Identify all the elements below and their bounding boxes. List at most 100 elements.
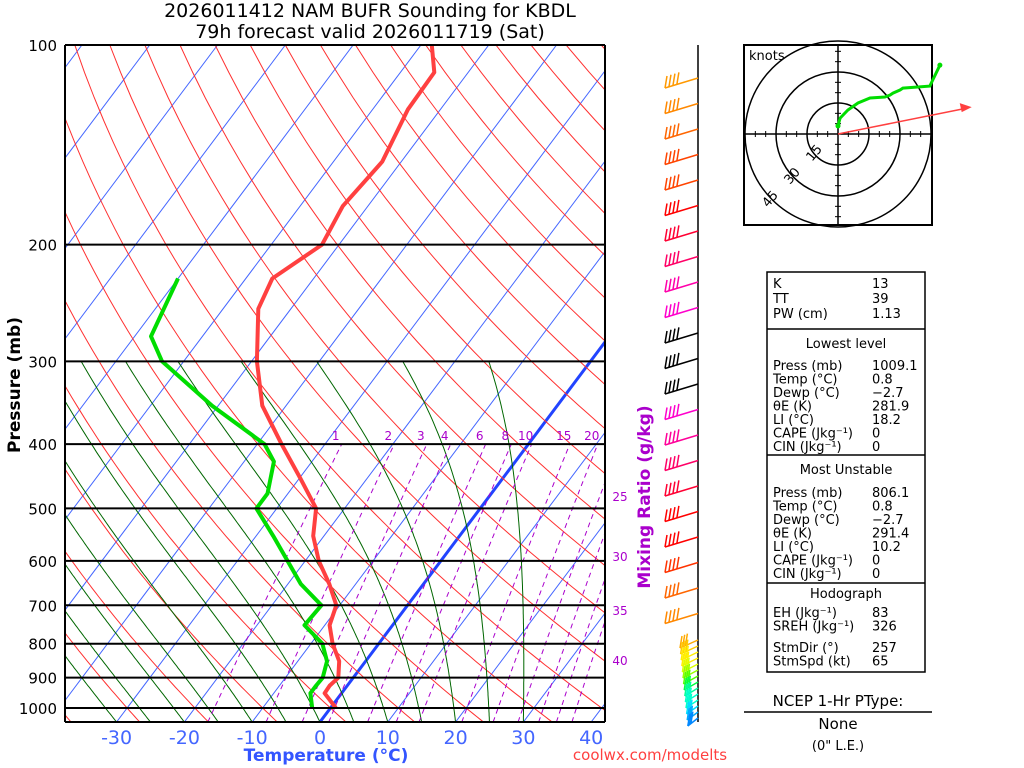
- barb-feather: [668, 253, 672, 266]
- y-tick-label: 500: [28, 500, 57, 518]
- dry-adiabat: [65, 550, 209, 722]
- barb-feather: [681, 653, 685, 667]
- dry-adiabat: [144, 45, 605, 614]
- wind-barb: [664, 199, 699, 217]
- barb-feather: [676, 97, 680, 111]
- index-label: K: [773, 277, 782, 292]
- mixing-ratio-line: [492, 444, 599, 722]
- mixing-ratio-tick: 2: [384, 429, 392, 443]
- index-label: LI (°C): [773, 540, 814, 555]
- barb-feather: [668, 278, 672, 291]
- barb-feather: [668, 431, 672, 444]
- wind-barb: [664, 582, 699, 599]
- moist-adiabat: [65, 459, 253, 722]
- wind-barb: [664, 174, 699, 191]
- barb-feather: [685, 639, 689, 652]
- x-tick-label: 0: [314, 727, 326, 749]
- wind-barb: [664, 97, 699, 115]
- barb-feather: [664, 458, 668, 471]
- moist-adiabat: [240, 361, 423, 722]
- barb-feather: [685, 701, 690, 715]
- barb-feather: [668, 227, 672, 240]
- dry-adiabat: [74, 45, 605, 712]
- barb-feather: [664, 356, 668, 369]
- barb-feather: [664, 101, 668, 114]
- hodograph: knots 15 30 45: [743, 40, 972, 228]
- wind-barb: [664, 378, 699, 395]
- dry-adiabat: [355, 45, 605, 342]
- wind-barb: [664, 225, 699, 242]
- barb-staff: [664, 306, 699, 319]
- barb-staff: [664, 255, 699, 268]
- wind-barb: [664, 148, 699, 166]
- barb-staff: [664, 383, 699, 395]
- ptype-value: None: [818, 715, 857, 733]
- x-axis-label: Temperature (°C): [244, 746, 409, 766]
- barb-feather: [676, 531, 680, 544]
- barb-feather: [664, 585, 668, 599]
- barb-feather: [682, 671, 687, 685]
- wind-barb: [664, 607, 699, 625]
- mixing-ratio-tick: 30: [612, 550, 627, 564]
- dry-adiabat: [65, 299, 416, 722]
- barb-feather: [668, 584, 672, 597]
- moist-adiabat: [65, 563, 185, 722]
- barb-feather: [676, 378, 680, 391]
- barb-feather: [676, 352, 680, 366]
- mixing-ratio-tick: 15: [556, 429, 571, 443]
- barb-feather: [668, 202, 672, 215]
- dry-adiabat: [65, 210, 484, 722]
- barb-feather: [684, 683, 688, 697]
- index-value: 281.9: [872, 400, 909, 415]
- dry-adiabat: [390, 45, 605, 299]
- index-label: CAPE (Jkg⁻¹): [773, 554, 853, 569]
- chart-title-line2: 79h forecast valid 2026011719 (Sat): [195, 21, 545, 43]
- wind-barbs: [664, 45, 699, 727]
- wind-barb: [664, 327, 699, 344]
- barb-feather: [676, 199, 680, 213]
- index-label: SREH (Jkg⁻¹): [773, 620, 854, 635]
- barb-feather: [664, 483, 668, 497]
- barb-staff: [664, 612, 699, 625]
- barb-feather: [672, 404, 676, 418]
- barb-feather: [676, 454, 680, 468]
- wind-barb: [687, 711, 699, 727]
- hodograph-trace: [836, 64, 942, 127]
- barb-feather: [685, 645, 689, 658]
- barb-staff: [664, 536, 699, 548]
- barb-feather: [668, 355, 672, 368]
- barb-staff: [664, 408, 699, 421]
- credit-link[interactable]: coolwx.com/modelts: [573, 746, 727, 764]
- barb-feather: [664, 432, 668, 446]
- moist-adiabat: [402, 361, 490, 722]
- section-title: Hodograph: [810, 587, 882, 602]
- barb-feather: [664, 279, 668, 293]
- isotherm: [65, 45, 354, 431]
- index-label: StmDir (°): [773, 641, 839, 656]
- barb-staff: [664, 510, 699, 523]
- x-tick-label: -10: [237, 727, 268, 749]
- barb-feather: [680, 647, 684, 661]
- mixing-ratio-line: [538, 531, 605, 722]
- dry-adiabat: [109, 45, 605, 662]
- y-tick-label: 900: [28, 670, 57, 688]
- index-value: −2.7: [872, 386, 904, 401]
- index-label: Dewp (°C): [773, 513, 840, 528]
- barb-feather: [672, 532, 676, 545]
- mixing-ratio-line: [301, 443, 428, 722]
- y-tick-label: 100: [28, 37, 57, 55]
- index-label: StmSpd (kt): [773, 655, 851, 670]
- moist-adiabat: [125, 361, 355, 722]
- barb-feather: [668, 610, 672, 623]
- barb-feather: [668, 74, 672, 87]
- barb-staff: [664, 332, 699, 344]
- index-value: 13: [872, 277, 889, 292]
- barb-feather: [685, 695, 689, 709]
- barb-staff: [664, 281, 699, 293]
- barb-feather: [684, 633, 689, 646]
- barb-feather: [672, 379, 676, 392]
- index-label: θE (K): [773, 400, 812, 415]
- wind-barb: [679, 633, 699, 649]
- mixing-ratio-tick: 35: [612, 604, 627, 618]
